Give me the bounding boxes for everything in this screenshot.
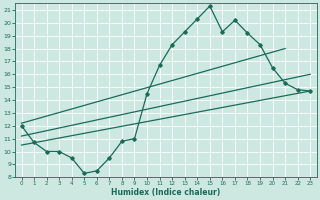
X-axis label: Humidex (Indice chaleur): Humidex (Indice chaleur) (111, 188, 220, 197)
